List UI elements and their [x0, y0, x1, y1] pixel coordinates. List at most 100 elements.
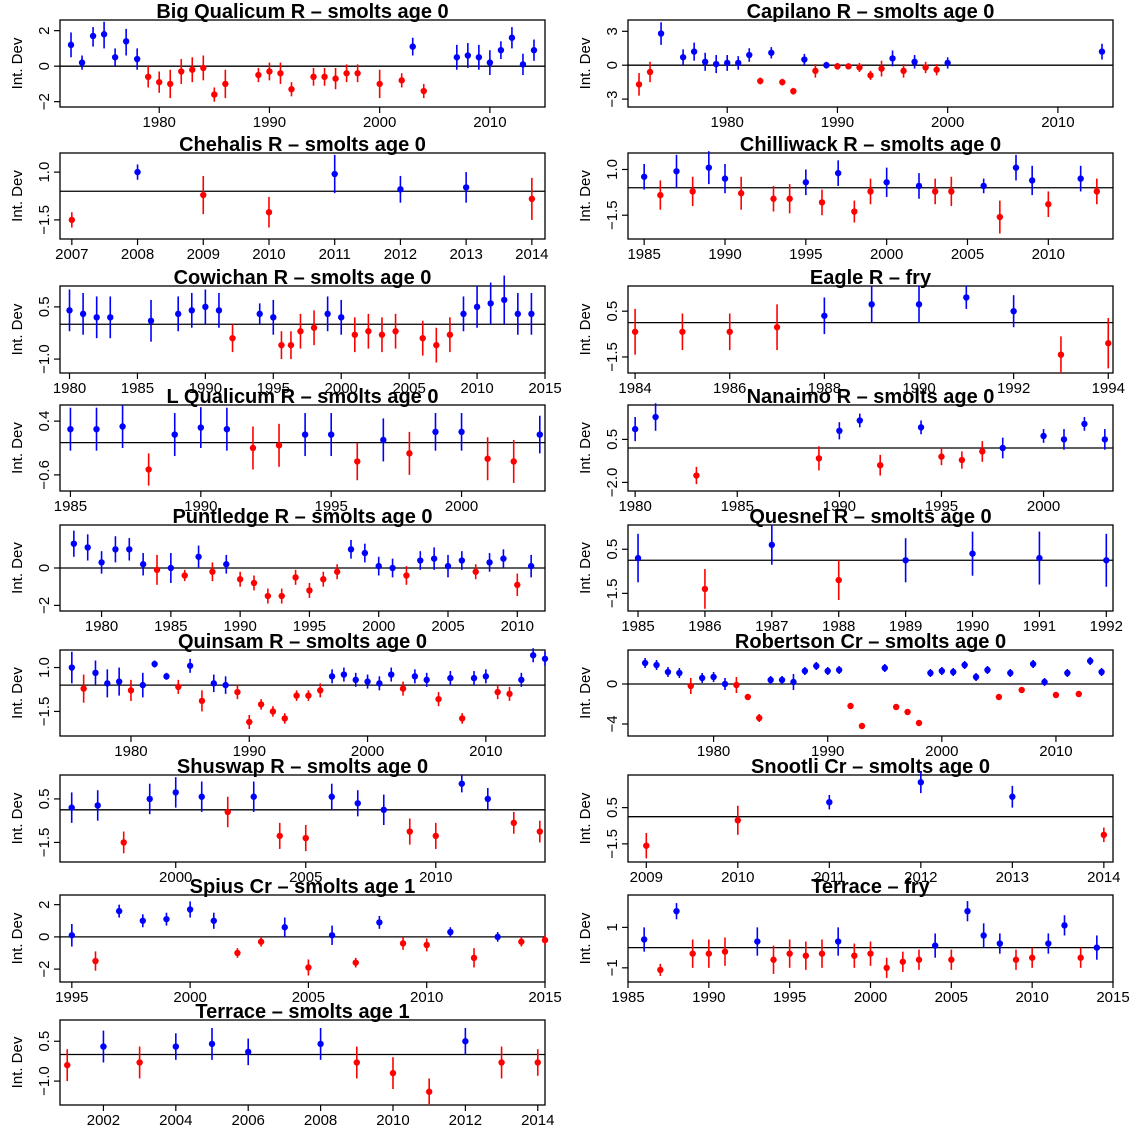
data-point [721, 948, 729, 955]
x-tick-label: 1995 [257, 380, 290, 397]
data-point [430, 555, 438, 562]
x-tick-label: 2004 [159, 1112, 192, 1129]
data-point [197, 424, 205, 431]
data-point [172, 789, 179, 796]
x-tick-label: 2010 [1041, 114, 1074, 131]
data-point [851, 208, 858, 215]
plot-frame [627, 774, 1114, 863]
data-point [361, 549, 369, 557]
data-point [340, 671, 348, 678]
data-point [156, 78, 163, 86]
data-point [94, 802, 101, 809]
y-axis-label: Int. Dev [577, 170, 594, 222]
data-point [224, 808, 231, 816]
data-point [823, 61, 830, 69]
data-point [801, 667, 809, 675]
x-tick-label: 1985 [611, 989, 644, 1006]
data-point [786, 195, 793, 202]
panel: Cowichan R – smolts age 0 Int. Dev 1980 198… [9, 267, 562, 397]
data-point [281, 924, 288, 931]
x-tick-label: 1995 [55, 989, 88, 1006]
data-point [801, 56, 808, 63]
data-point [1012, 164, 1020, 171]
data-point [134, 168, 141, 176]
data-point [378, 331, 386, 338]
data-point [1064, 669, 1071, 677]
x-tick-label: 2012 [384, 246, 417, 263]
data-point [328, 673, 336, 680]
x-tick-label: 1980 [697, 743, 730, 760]
data-point [818, 199, 826, 206]
x-tick-label: 2007 [55, 246, 88, 263]
data-point [948, 956, 955, 963]
data-point [631, 425, 639, 433]
x-tick-label: 1980 [618, 498, 651, 515]
y-axis-label: Int. Dev [577, 37, 594, 89]
x-tick-label: 1990 [956, 618, 989, 635]
x-tick-label: 2014 [521, 1112, 554, 1129]
x-tick-label: 2015 [528, 380, 561, 397]
data-point [147, 317, 155, 324]
x-tick-label: 2008 [304, 1112, 337, 1129]
panel: Snootli Cr – smolts age 0 Int. Dev 2009 201… [577, 756, 1121, 886]
data-point [364, 678, 371, 685]
data-point [922, 64, 929, 71]
data-point [475, 54, 483, 61]
data-point [948, 188, 955, 195]
data-point [310, 324, 318, 331]
data-point [1045, 201, 1052, 208]
data-point [115, 907, 123, 915]
data-point [223, 561, 230, 568]
data-point [470, 954, 478, 962]
data-point [1012, 956, 1020, 963]
data-point [737, 190, 745, 197]
data-point [892, 703, 900, 711]
data-point [980, 932, 987, 939]
data-point [288, 86, 295, 93]
data-point [518, 938, 525, 945]
data-point [67, 41, 75, 49]
y-tick-label: −1.5 [36, 697, 53, 727]
data-point [139, 917, 147, 924]
y-tick-label: 0 [36, 933, 53, 941]
data-point [915, 301, 923, 308]
x-tick-label: 1995 [925, 498, 958, 515]
data-point [867, 72, 874, 79]
data-point [302, 834, 309, 842]
data-point [915, 182, 923, 190]
plot-frame [59, 649, 546, 737]
data-point [460, 310, 467, 318]
x-tick-label: 1980 [114, 743, 147, 760]
x-tick-label: 2010 [419, 869, 452, 886]
data-point [306, 587, 313, 594]
data-point [757, 77, 764, 85]
data-point [652, 413, 659, 421]
data-point [770, 956, 777, 963]
data-point [250, 793, 257, 800]
data-point [447, 928, 454, 936]
data-point [317, 687, 324, 694]
data-point [120, 839, 127, 846]
x-tick-label: 2013 [449, 246, 482, 263]
y-axis-label: Int. Dev [9, 542, 26, 594]
data-point [868, 301, 875, 308]
data-point [527, 562, 535, 570]
data-point [911, 58, 918, 66]
data-point [93, 425, 100, 433]
panel-title: Cowichan R – smolts age 0 [174, 267, 432, 289]
data-point [234, 688, 241, 696]
y-tick-label: 0 [604, 680, 621, 688]
data-point [950, 668, 957, 676]
x-tick-label: 1990 [692, 989, 725, 1006]
data-point [486, 59, 494, 66]
x-tick-label: 2000 [445, 498, 478, 515]
x-tick-label: 2015 [528, 989, 561, 1006]
data-point [222, 681, 229, 689]
data-point [510, 819, 517, 827]
data-point [881, 664, 888, 672]
y-tick-label: −2.0 [604, 468, 621, 498]
x-tick-label: 2000 [159, 869, 192, 886]
x-tick-label: 2012 [904, 869, 937, 886]
x-tick-label: 2010 [1032, 246, 1065, 263]
data-point [139, 561, 147, 568]
